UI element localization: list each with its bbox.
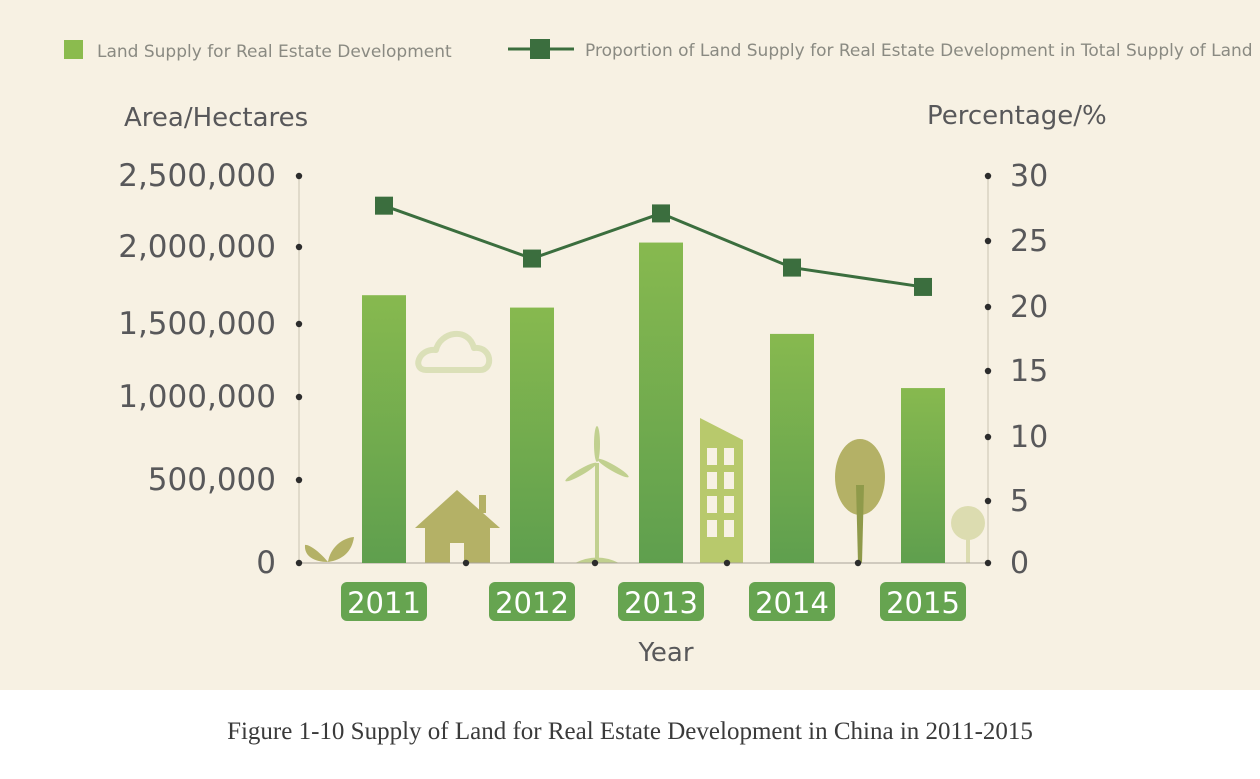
legend-bar-label: Land Supply for Real Estate Development <box>97 42 452 62</box>
bar-2013 <box>639 242 683 563</box>
line-marker-2013 <box>652 204 670 223</box>
x-axis-ticks: 2011 2012 2013 2014 2015 <box>341 582 966 621</box>
bar-2014 <box>770 333 814 563</box>
figure-caption: Figure 1-10 Supply of Land for Real Esta… <box>227 718 1033 745</box>
x-tick-label: 2013 <box>624 586 698 620</box>
bars-layer <box>362 242 945 563</box>
y-left-tick-label: 0 <box>256 545 276 581</box>
line-marker-2012 <box>523 249 541 268</box>
y-right-tick-label: 25 <box>1010 224 1048 259</box>
legend-line-label: Proportion of Land Supply for Real Estat… <box>585 41 1253 61</box>
y-right-tick-dot <box>984 237 992 245</box>
y-right-tick-label: 5 <box>1010 484 1029 519</box>
x-axis-dots <box>462 559 862 567</box>
y-left-tick-label: 1,000,000 <box>118 379 276 415</box>
house-icon <box>415 490 500 563</box>
x-axis-title: Year <box>637 638 693 668</box>
y-axis-right-title: Percentage/% <box>927 101 1107 131</box>
sprout-icon <box>304 537 354 562</box>
y-right-tick-dot <box>984 433 992 441</box>
line-marker-2015 <box>914 277 932 296</box>
y-left-tick-label: 1,500,000 <box>118 306 276 342</box>
year-badge-2015 <box>880 582 966 621</box>
y-right-tick-dot <box>984 559 992 567</box>
y-left-tick-label: 2,000,000 <box>118 229 276 265</box>
y-right-tick-label: 10 <box>1010 420 1048 455</box>
legend-bar-swatch <box>64 40 83 59</box>
small-tree-icon <box>951 506 985 563</box>
y-right-tick-dot <box>984 497 992 505</box>
bar-2011 <box>362 295 406 563</box>
y-right-tick-label: 0 <box>1010 546 1029 581</box>
wind-turbine-icon <box>565 426 629 563</box>
x-tick-label: 2014 <box>755 586 829 620</box>
bar-2012 <box>510 307 554 563</box>
y-left-tick-dot <box>295 559 303 567</box>
y-axis-left-ticks: 0 500,000 1,000,000 1,500,000 2,000,000 … <box>118 158 303 581</box>
line-layer <box>375 196 932 296</box>
x-axis-dot <box>462 559 470 567</box>
y-left-tick-label: 500,000 <box>148 462 276 498</box>
y-right-tick-label: 20 <box>1010 290 1048 325</box>
y-axis-left-title: Area/Hectares <box>124 103 308 133</box>
building-icon <box>700 418 743 563</box>
y-right-tick-dot <box>984 367 992 375</box>
chart-panel: Land Supply for Real Estate Development … <box>0 0 1260 745</box>
bar-2015 <box>901 388 945 563</box>
y-right-tick-dot <box>984 303 992 311</box>
y-right-tick-label: 15 <box>1010 354 1048 389</box>
y-left-tick-dot <box>295 320 303 328</box>
y-right-tick-label: 30 <box>1010 159 1048 194</box>
tree-icon <box>835 439 885 563</box>
x-axis-dot <box>723 559 731 567</box>
line-marker-2014 <box>783 258 801 277</box>
y-left-tick-dot <box>295 172 303 180</box>
legend-line-marker <box>530 39 550 59</box>
year-badge-2014 <box>749 582 835 621</box>
x-axis-dot <box>854 559 862 567</box>
chart-svg: Land Supply for Real Estate Development … <box>64 39 1253 668</box>
year-badge-2013 <box>618 582 704 621</box>
y-left-tick-label: 2,500,000 <box>118 158 276 194</box>
y-right-tick-dot <box>984 172 992 180</box>
year-badge-2012 <box>489 582 575 621</box>
y-left-tick-dot <box>295 393 303 401</box>
year-badge-2011 <box>341 582 427 621</box>
x-tick-label: 2012 <box>495 586 569 620</box>
y-left-tick-dot <box>295 243 303 251</box>
y-axis-right-ticks: 0 5 10 15 20 25 30 <box>984 159 1048 581</box>
line-marker-2011 <box>375 196 393 215</box>
x-tick-label: 2015 <box>886 586 960 620</box>
x-axis-dot <box>591 559 599 567</box>
cloud-icon <box>415 330 492 373</box>
x-tick-label: 2011 <box>347 586 421 620</box>
y-left-tick-dot <box>295 476 303 484</box>
